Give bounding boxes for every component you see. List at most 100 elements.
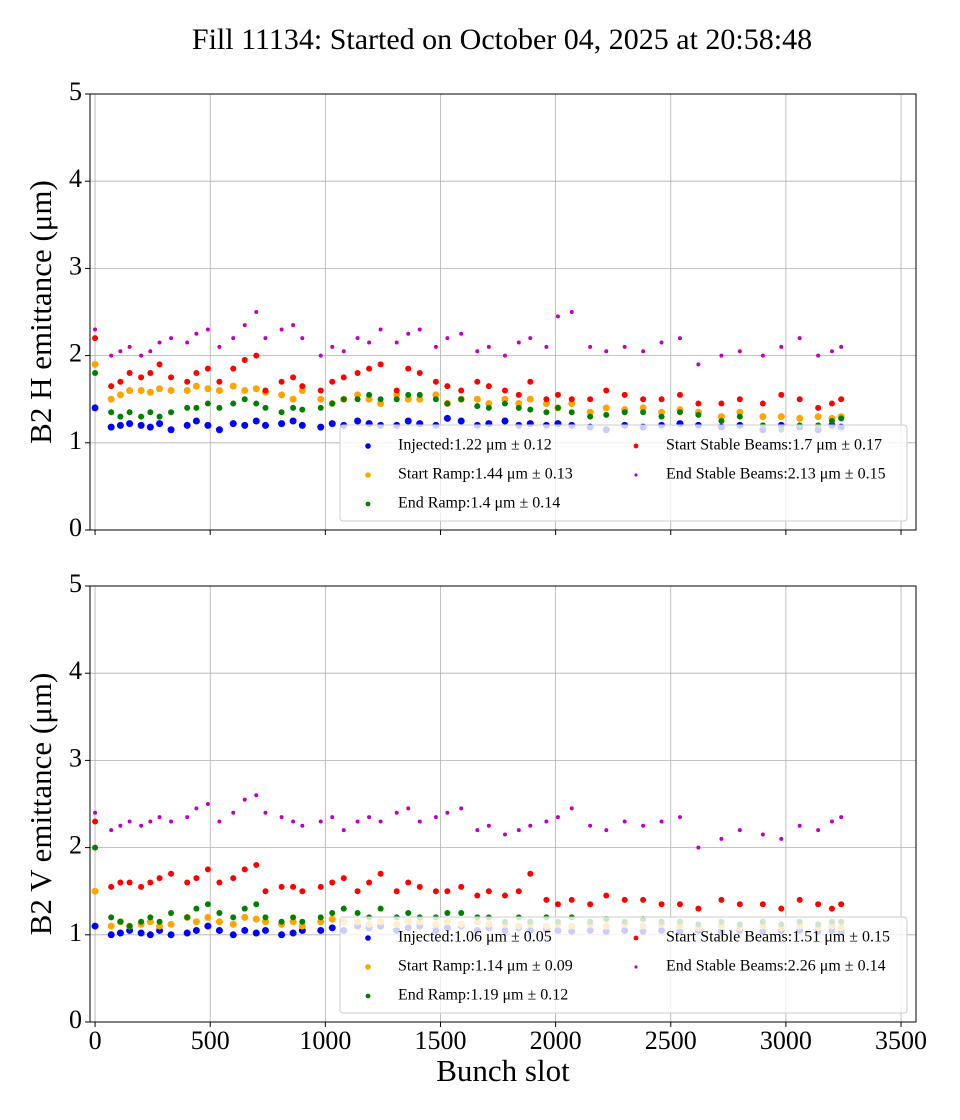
point	[366, 879, 373, 886]
point	[659, 819, 664, 824]
point	[279, 327, 284, 332]
point	[215, 918, 223, 926]
y-tick-label: 5	[69, 569, 82, 598]
point	[290, 914, 297, 921]
point	[719, 353, 724, 358]
point	[474, 378, 481, 385]
point	[278, 883, 285, 890]
point	[676, 901, 683, 908]
point	[204, 400, 211, 407]
point	[621, 896, 628, 903]
point	[367, 340, 372, 345]
point	[485, 400, 493, 408]
point	[146, 388, 154, 396]
point	[736, 396, 743, 403]
point	[183, 386, 191, 394]
legend-label: End Ramp:1.4 μm ± 0.14	[398, 495, 560, 512]
point	[658, 396, 665, 403]
point	[459, 806, 464, 811]
point	[147, 370, 154, 377]
point	[230, 875, 237, 882]
x-tick-label: 3500	[875, 1026, 927, 1055]
point	[340, 396, 347, 403]
point	[139, 823, 144, 828]
point	[328, 924, 336, 932]
point	[501, 395, 509, 403]
legend-box	[339, 916, 908, 1014]
point	[241, 905, 248, 912]
point	[778, 905, 785, 912]
point	[828, 400, 835, 407]
point	[108, 914, 115, 921]
point	[797, 336, 802, 341]
point	[107, 423, 115, 431]
point	[622, 819, 627, 824]
x-tick-label: 2000	[530, 1026, 582, 1055]
point	[192, 918, 200, 926]
point	[587, 413, 594, 420]
point	[137, 386, 145, 394]
point	[126, 420, 134, 428]
point	[262, 914, 269, 921]
point	[117, 413, 124, 420]
point	[355, 336, 360, 341]
point	[417, 819, 422, 824]
point	[759, 413, 767, 421]
point	[568, 400, 576, 408]
point	[405, 391, 412, 398]
point	[253, 352, 260, 359]
point	[317, 918, 325, 926]
point	[262, 888, 269, 895]
point	[458, 387, 465, 394]
point	[621, 391, 628, 398]
point	[156, 413, 163, 420]
point	[366, 365, 373, 372]
point	[299, 406, 306, 413]
point	[366, 391, 373, 398]
point	[796, 396, 803, 403]
point	[215, 386, 223, 394]
point	[404, 417, 412, 425]
axes-frame	[89, 93, 917, 531]
point	[759, 400, 766, 407]
point	[340, 905, 347, 912]
point	[261, 926, 269, 934]
legend-label: End Ramp:1.19 μm ± 0.12	[398, 987, 568, 1004]
point	[542, 400, 550, 408]
point	[516, 340, 521, 345]
point	[777, 413, 785, 421]
axes: 0 1 2 3 4 5 0 500 1000 1500 2000 2500 3000 3500 B2 V e…	[23, 569, 927, 1088]
point	[298, 922, 306, 930]
legend: Injected:1.22 μm ± 0.12 Start Ramp:1.44 μ…	[339, 424, 908, 522]
point	[204, 922, 212, 930]
point	[156, 922, 164, 930]
point	[91, 887, 99, 895]
point	[252, 915, 260, 923]
point	[543, 409, 550, 416]
point	[354, 391, 362, 399]
x-tick-label: 1500	[414, 1026, 466, 1055]
point	[192, 926, 200, 934]
point	[329, 910, 336, 916]
axes-frame	[89, 585, 917, 1023]
y-tick-label: 2	[69, 831, 82, 860]
point	[291, 819, 296, 824]
y-tick-label: 0	[69, 513, 82, 542]
point	[393, 387, 400, 394]
point	[193, 905, 200, 912]
point	[486, 823, 491, 828]
point	[107, 395, 115, 403]
point	[603, 411, 610, 418]
point	[329, 879, 336, 886]
point	[378, 819, 383, 824]
point	[290, 883, 297, 890]
point	[354, 888, 361, 895]
point	[193, 875, 200, 882]
point	[147, 879, 154, 886]
point	[416, 370, 423, 377]
point	[169, 819, 174, 824]
point	[588, 823, 593, 828]
point	[515, 400, 523, 408]
point	[736, 901, 743, 908]
figure-title: Fill 11134: Started on October 04, 2025 …	[192, 23, 812, 56]
